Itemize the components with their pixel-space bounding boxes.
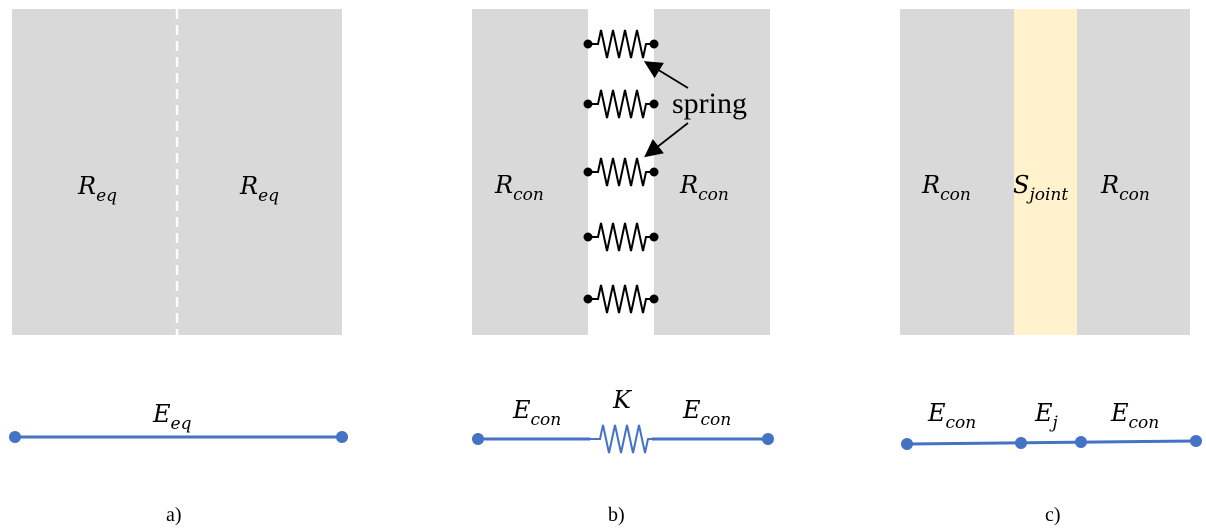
panel-b-node-left [472,433,484,445]
panel-c-joint-label: Sjoint [1013,171,1068,205]
panel-c-right-label: Rcon [1100,171,1150,205]
spring-4 [588,222,654,252]
panel-a-node-right [336,431,348,443]
panel-c-left-block [900,9,1014,335]
panel-b-left-label: Rcon [494,171,544,205]
panel-c-right-block [1077,9,1190,335]
panel-b-line-right-label: Econ [682,396,731,430]
spring-node [583,99,593,109]
spring-2 [588,89,654,119]
panel-c-node-mid-left [1015,437,1027,449]
spring-1 [588,29,654,59]
panel-b: Rcon Rcon [472,9,774,526]
panel-b-line-left-label: Econ [512,396,561,430]
spring-node [583,167,593,177]
panel-c-node-right [1190,435,1202,447]
panel-c-line-mid-label: Ej [1034,399,1059,433]
panel-c-line-left-label: Econ [927,399,976,433]
panel-c: Rcon Sjoint Rcon Econ Ej Econ c) [900,9,1202,526]
panel-b-springs [588,29,654,314]
spring-arrow-lower [644,122,689,158]
panel-a-right-label: Req [239,172,279,206]
panel-a-left-label: Req [77,172,117,206]
spring-node [583,39,593,49]
panel-b-right-label: Rcon [679,171,729,205]
spring-node [649,294,659,304]
panel-b-line-spring [590,424,652,454]
panel-b-caption: b) [608,504,625,526]
panel-b-line-mid-label: K [612,386,633,414]
spring-node [583,294,593,304]
panel-a: Req Req Eeq a) [9,9,348,526]
spring-arrow-upper [643,61,689,89]
panel-c-joint-block [1014,9,1077,335]
panel-c-node-left [901,438,913,450]
panel-c-node-mid-right [1075,436,1087,448]
panel-c-line-right-label: Econ [1110,399,1159,433]
panel-c-left-label: Rcon [921,171,971,205]
spring-node [649,39,659,49]
panel-c-caption: c) [1045,504,1061,526]
panel-b-spring-nodes [583,39,659,304]
spring-node [583,232,593,242]
panel-a-caption: a) [166,504,182,526]
spring-5 [588,284,654,314]
panel-a-line-label: Eeq [152,400,192,434]
spring-3 [588,157,654,187]
spring-node [649,232,659,242]
spring-annotation: spring [672,87,747,120]
spring-node [649,99,659,109]
panel-a-node-left [9,431,21,443]
panel-b-node-right [762,433,774,445]
spring-node [649,167,659,177]
panel-c-line [906,439,1197,446]
panel-b-right-block [654,9,770,335]
panel-b-left-block [472,9,588,335]
